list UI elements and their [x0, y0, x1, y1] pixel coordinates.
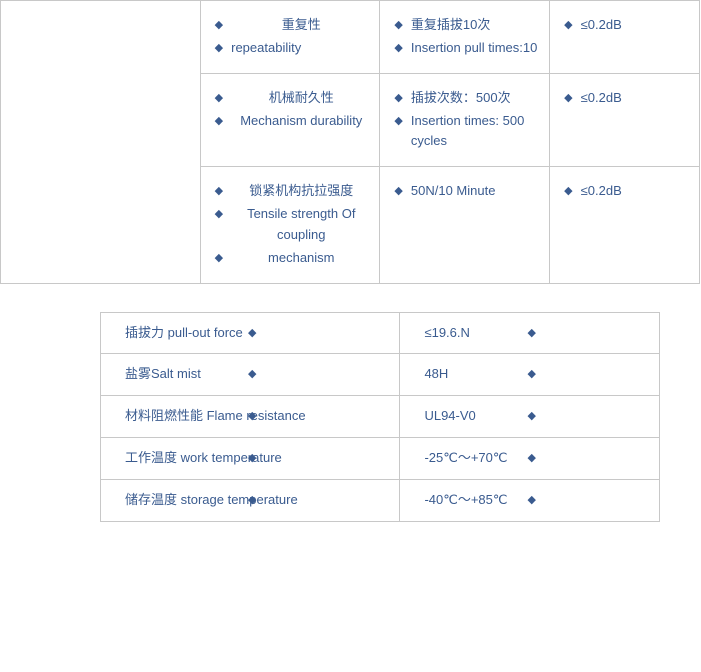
text: Tensile strength Of coupling: [231, 204, 371, 246]
t2-r1-r: ◆48H: [400, 354, 660, 396]
text: Mechanism durability: [231, 111, 371, 132]
text: Insertion pull times:10: [411, 38, 541, 59]
table1-r1-cond: ◆插拔次数：500次 ◆Insertion times: 500 cycles: [380, 73, 550, 166]
text: ≤0.2dB: [581, 181, 691, 202]
t2-r3-l: ◆工作温度 work temperature: [101, 438, 400, 480]
table1-r0-param: ◆重复性 ◆repeatability: [200, 1, 380, 74]
table1-r2-cond: ◆50N/10 Minute: [380, 167, 550, 283]
text: 盐雾Salt mist: [125, 364, 389, 385]
text: 重复插拔10次: [411, 15, 541, 36]
text: 插拔次数：500次: [411, 88, 541, 109]
text: 插拔力 pull-out force: [125, 323, 389, 344]
spec-table-1: ◆重复性 ◆repeatability ◆重复插拔10次 ◆Insertion …: [0, 0, 700, 284]
table1-r2-param: ◆锁紧机构抗拉强度 ◆Tensile strength Of coupling …: [200, 167, 380, 283]
t2-r0-l: ◆插拔力 pull-out force: [101, 312, 400, 354]
text: 储存温度 storage temperature: [125, 490, 389, 511]
text: 锁紧机构抗拉强度: [231, 181, 371, 202]
text: 机械耐久性: [231, 88, 371, 109]
text: 材料阻燃性能 Flame resistance: [125, 406, 389, 427]
spec-table-2: ◆插拔力 pull-out force ◆≤19.6.N ◆盐雾Salt mis…: [100, 312, 660, 522]
text: ≤0.2dB: [581, 15, 691, 36]
text: 48H: [424, 364, 649, 385]
text: 50N/10 Minute: [411, 181, 541, 202]
text: 工作温度 work temperature: [125, 448, 389, 469]
text: ≤0.2dB: [581, 88, 691, 109]
text: mechanism: [231, 248, 371, 269]
t2-r2-r: ◆UL94-V0: [400, 396, 660, 438]
t2-r3-r: ◆-25℃～+70℃: [400, 438, 660, 480]
table1-lead-cell: [1, 1, 201, 284]
text: -25℃～+70℃: [424, 448, 649, 469]
table1-r2-val: ◆≤0.2dB: [550, 167, 700, 283]
table1-r0-val: ◆≤0.2dB: [550, 1, 700, 74]
table1-r1-param: ◆机械耐久性 ◆Mechanism durability: [200, 73, 380, 166]
text: 重复性: [231, 15, 371, 36]
table1-r0-cond: ◆重复插拔10次 ◆Insertion pull times:10: [380, 1, 550, 74]
text: repeatability: [231, 38, 371, 59]
text: ≤19.6.N: [424, 323, 649, 344]
t2-r4-r: ◆-40℃～+85℃: [400, 479, 660, 521]
t2-r0-r: ◆≤19.6.N: [400, 312, 660, 354]
t2-r1-l: ◆盐雾Salt mist: [101, 354, 400, 396]
text: UL94-V0: [424, 406, 649, 427]
t2-r2-l: ◆材料阻燃性能 Flame resistance: [101, 396, 400, 438]
t2-r4-l: ◆储存温度 storage temperature: [101, 479, 400, 521]
table1-r1-val: ◆≤0.2dB: [550, 73, 700, 166]
text: -40℃～+85℃: [424, 490, 649, 511]
text: Insertion times: 500 cycles: [411, 111, 541, 153]
